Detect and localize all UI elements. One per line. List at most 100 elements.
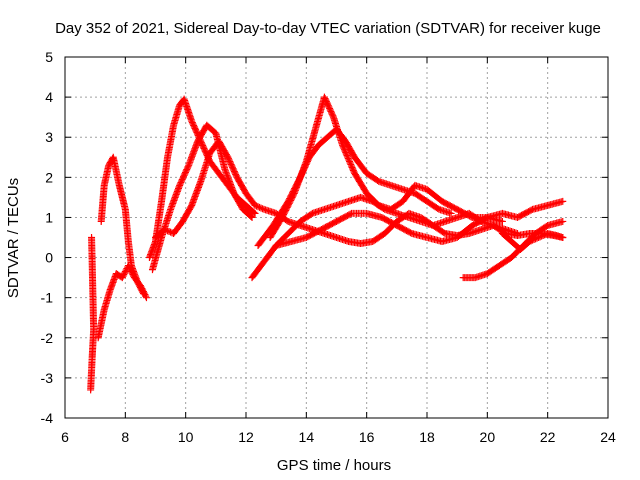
data-point <box>251 209 259 217</box>
data-point <box>119 272 127 280</box>
data-point <box>532 235 540 243</box>
y-tick-label: 1 <box>45 209 53 225</box>
data-point <box>467 213 475 221</box>
data-point <box>257 204 265 212</box>
data-point <box>290 191 298 199</box>
data-point <box>530 236 538 244</box>
data-point <box>253 202 261 210</box>
data-point <box>344 155 352 163</box>
data-point <box>514 229 521 237</box>
series-arc-12 <box>498 229 567 254</box>
x-tick-label: 6 <box>61 429 69 445</box>
data-point <box>250 208 258 216</box>
data-point <box>347 160 355 168</box>
data-point <box>136 284 144 292</box>
y-axis: -4 -3 -2 -1 0 1 2 3 4 5 <box>41 49 608 426</box>
x-tick-label: 18 <box>419 429 435 445</box>
x-tick-label: 24 <box>600 429 616 445</box>
y-tick-label: 3 <box>45 129 53 145</box>
data-point <box>248 213 256 221</box>
x-tick-label: 20 <box>480 429 496 445</box>
y-tick-label: -1 <box>41 290 54 306</box>
data-point <box>536 233 544 241</box>
data-point <box>539 231 547 239</box>
data-point <box>342 150 350 158</box>
data-point <box>161 225 169 233</box>
series-arc-6 <box>152 137 567 248</box>
data-point <box>329 112 337 120</box>
data-point <box>339 143 347 151</box>
data-point <box>346 158 354 165</box>
data-point <box>184 163 192 171</box>
data-point <box>135 281 143 289</box>
data-point <box>138 287 146 295</box>
data-point <box>247 212 255 220</box>
y-tick-label: -3 <box>41 370 54 386</box>
data-point <box>498 217 506 225</box>
data-point <box>559 234 567 241</box>
data-point <box>526 238 534 246</box>
x-tick-label: 14 <box>299 429 315 445</box>
data-point <box>164 227 172 235</box>
data-point <box>342 149 350 157</box>
data-point <box>527 237 535 245</box>
data-point <box>538 232 546 240</box>
y-tick-label: -2 <box>41 330 54 346</box>
data-point <box>340 146 348 154</box>
chart-title: Day 352 of 2021, Sidereal Day-to-day VTE… <box>55 20 601 37</box>
data-point <box>349 166 357 174</box>
data-point <box>137 285 145 293</box>
x-tick-label: 12 <box>238 429 254 445</box>
data-point <box>529 236 537 244</box>
data-point <box>559 217 567 225</box>
data-point <box>254 203 262 211</box>
y-tick-label: 4 <box>45 89 53 105</box>
data-point <box>136 282 144 290</box>
y-tick-label: 0 <box>45 250 53 266</box>
data-point <box>165 227 173 235</box>
x-axis: 6 8 10 12 14 16 18 20 22 24 <box>61 57 616 445</box>
data-point <box>133 278 141 286</box>
data-point <box>340 144 348 152</box>
series-arc-9 <box>266 93 506 241</box>
data-point <box>349 165 357 173</box>
x-tick-label: 10 <box>178 429 194 445</box>
data-point <box>121 269 129 277</box>
data-point <box>535 234 543 241</box>
data-point <box>118 274 126 282</box>
data-point <box>541 231 549 239</box>
y-tick-label: -4 <box>41 410 54 426</box>
y-axis-label: SDTVAR / TECUs <box>5 178 22 298</box>
data-point <box>121 268 129 276</box>
data-point <box>120 271 128 279</box>
data-point <box>162 226 170 234</box>
x-axis-label: GPS time / hours <box>277 457 391 474</box>
data-point <box>134 279 142 287</box>
data-point <box>346 159 354 167</box>
data-point <box>345 156 353 164</box>
series-arc-3 <box>97 153 147 298</box>
data-point <box>346 210 354 218</box>
data-point <box>347 162 355 170</box>
data-series <box>87 93 567 394</box>
data-point <box>256 203 264 211</box>
data-point <box>343 152 351 160</box>
y-tick-label: 5 <box>45 49 53 65</box>
x-tick-label: 8 <box>121 429 129 445</box>
data-point <box>447 209 455 217</box>
series-arc-10 <box>272 197 567 250</box>
plot-frame <box>64 56 609 419</box>
data-point <box>344 153 352 161</box>
data-point <box>251 201 259 209</box>
series-arc-2 <box>94 262 150 342</box>
data-point <box>559 197 567 205</box>
x-tick-label: 22 <box>540 429 556 445</box>
data-point <box>533 234 541 242</box>
series-arc-11 <box>459 217 567 282</box>
data-point <box>139 290 147 298</box>
data-point <box>142 294 150 302</box>
x-tick-label: 16 <box>359 429 375 445</box>
data-point <box>259 205 267 213</box>
data-point <box>88 234 96 241</box>
